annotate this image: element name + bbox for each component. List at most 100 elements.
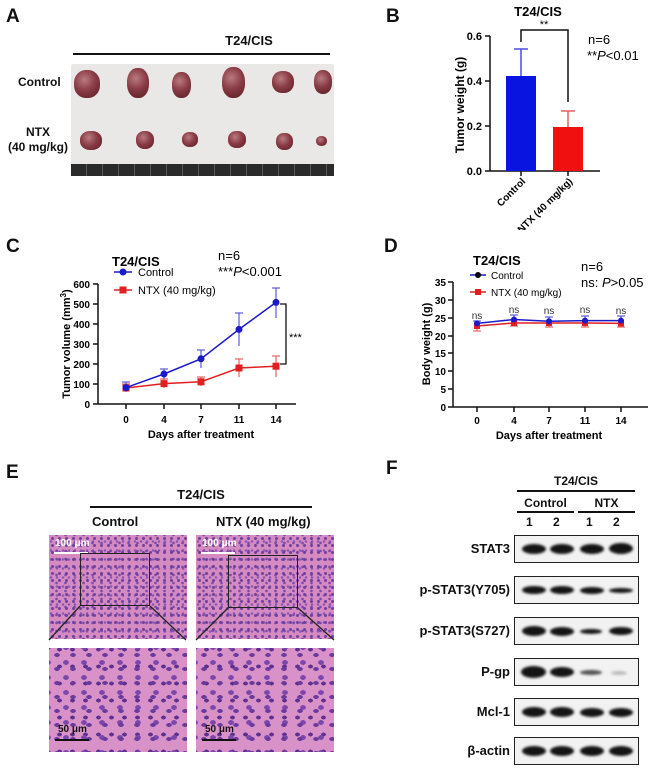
blot-label-stat3: STAT3 [470, 541, 510, 556]
svg-text:0.2: 0.2 [467, 121, 482, 133]
svg-text:0: 0 [84, 400, 90, 411]
svg-text:500: 500 [73, 300, 90, 311]
group-line-control [517, 511, 574, 513]
lane-4: 2 [613, 515, 620, 529]
svg-text:0.0: 0.0 [467, 166, 482, 178]
scale-bar-50um [55, 739, 89, 741]
d-control-markers [474, 316, 624, 327]
svg-text:0: 0 [474, 416, 480, 427]
svg-text:11: 11 [234, 415, 245, 426]
annotation-n: n=6 [218, 248, 240, 263]
tumor-ntx-2 [136, 131, 154, 149]
panel-c-line-chart: T24/CIS n=6 ***P<0.001 Control NTX (40 m… [59, 248, 303, 441]
panel-e-col-control: Control [92, 514, 139, 529]
panel-b-bar-chart: T24/CIS ** n=6 **P<0.01 0.6 0.4 0.2 0.0 … [453, 4, 639, 230]
tumor-ntx-3 [182, 132, 198, 147]
blot-label-p-gp: P-gp [481, 664, 510, 679]
d-x-label: Days after treatment [496, 430, 603, 442]
chart-c-title: T24/CIS [112, 254, 160, 269]
tumor-control-4 [222, 67, 245, 98]
zoom-region-box [80, 553, 150, 606]
svg-text:0: 0 [440, 403, 446, 414]
c-y-ticks: 0 100 200 300 400 500 600 [73, 280, 98, 411]
group-label-ntx: NTX [594, 496, 619, 510]
c-y-label: Tumor volume (mm3) [59, 289, 74, 399]
blot-p-gp [514, 658, 639, 686]
c-control-line [125, 301, 277, 389]
svg-text:ns: ns [616, 306, 627, 317]
svg-text:20: 20 [435, 332, 447, 343]
scale-bar-50um [202, 739, 236, 741]
blot-p-stat3-s727 [514, 617, 639, 645]
panel-a-title: T24/CIS [225, 33, 273, 48]
tumor-control-2 [127, 68, 149, 98]
annotation-p: ns: P>0.05 [581, 275, 644, 290]
significance-marker: ** [540, 19, 549, 31]
tumor-control-3 [172, 72, 191, 98]
d-legend: Control NTX (40 mg/kg) [470, 271, 562, 299]
c-significance-bracket [280, 303, 287, 365]
blot-beta-actin [514, 737, 639, 765]
chart-b-title: T24/CIS [514, 4, 562, 19]
panel-f-letter: F [386, 458, 398, 479]
significance-bracket [520, 29, 569, 102]
tumor-control-1 [74, 70, 100, 98]
c-control-errorbars [122, 287, 280, 390]
d-y-label: Body weight (g) [421, 302, 433, 385]
svg-text:7: 7 [546, 416, 552, 427]
annotation-p: ***P<0.001 [218, 264, 282, 279]
scale-label-100um: 100 μm [202, 538, 237, 549]
panel-a-row-label-dose: (40 mg/kg) [8, 140, 69, 154]
group-label-control: Control [524, 496, 567, 510]
panel-e-title: T24/CIS [177, 487, 225, 502]
svg-text:ns: ns [580, 305, 591, 316]
blot-mcl-1 [514, 698, 639, 726]
svg-text:35: 35 [435, 278, 447, 289]
lane-2: 2 [553, 515, 560, 529]
he-control-low-mag: 100 μm [49, 535, 187, 639]
blot-stat3 [514, 535, 639, 563]
blot-label-p-stat3-y705: p-STAT3(Y705) [419, 582, 510, 597]
c-x-label: Days after treatment [148, 429, 255, 441]
svg-text:0.6: 0.6 [467, 31, 482, 43]
svg-text:ns: ns [509, 305, 520, 316]
svg-text:11: 11 [580, 416, 591, 427]
zoom-region-box [228, 555, 298, 608]
b-x-label-control: Control [495, 176, 528, 209]
svg-text:15: 15 [435, 349, 447, 360]
scale-label-50um: 50 μm [58, 724, 87, 735]
svg-text:300: 300 [73, 340, 90, 351]
panel-e-title-line [90, 506, 312, 508]
panel-e-letter: E [6, 462, 19, 483]
d-y-ticks: 0 5 10 15 20 25 30 35 [435, 278, 453, 414]
group-line-ntx [578, 511, 635, 513]
svg-text:200: 200 [73, 360, 90, 371]
svg-text:10: 10 [435, 367, 447, 378]
svg-text:100: 100 [73, 380, 90, 391]
c-x-ticks: 0 4 7 11 14 [123, 404, 282, 426]
tumor-control-6 [314, 70, 332, 94]
panel-e-col-ntx: NTX (40 mg/kg) [216, 514, 311, 529]
panel-d-letter: D [384, 236, 398, 257]
annotation-p: **P<0.01 [587, 48, 639, 63]
lane-1: 1 [526, 515, 533, 529]
svg-text:5: 5 [440, 385, 446, 396]
svg-text:NTX (40 mg/kg): NTX (40 mg/kg) [138, 285, 216, 297]
zoom-connector-lines [48, 605, 335, 641]
tumor-control-5 [272, 71, 294, 93]
d-x-ticks: 0 4 7 11 14 [474, 407, 627, 427]
tumor-ntx-5 [276, 133, 293, 150]
tumor-ntx-1 [80, 131, 102, 150]
tumor-ntx-6 [316, 136, 327, 146]
svg-text:25: 25 [435, 314, 447, 325]
svg-text:0.4: 0.4 [467, 76, 483, 88]
c-control-markers [122, 298, 280, 392]
c-significance-marker: *** [289, 332, 303, 344]
svg-text:Control: Control [138, 267, 173, 279]
tumor-ntx-4 [228, 131, 246, 148]
svg-text:0: 0 [123, 415, 129, 426]
panel-f-title: T24/CIS [553, 474, 598, 488]
ruler [71, 164, 334, 176]
panel-f-title-line [517, 490, 635, 492]
c-legend: Control NTX (40 mg/kg) [114, 267, 216, 297]
